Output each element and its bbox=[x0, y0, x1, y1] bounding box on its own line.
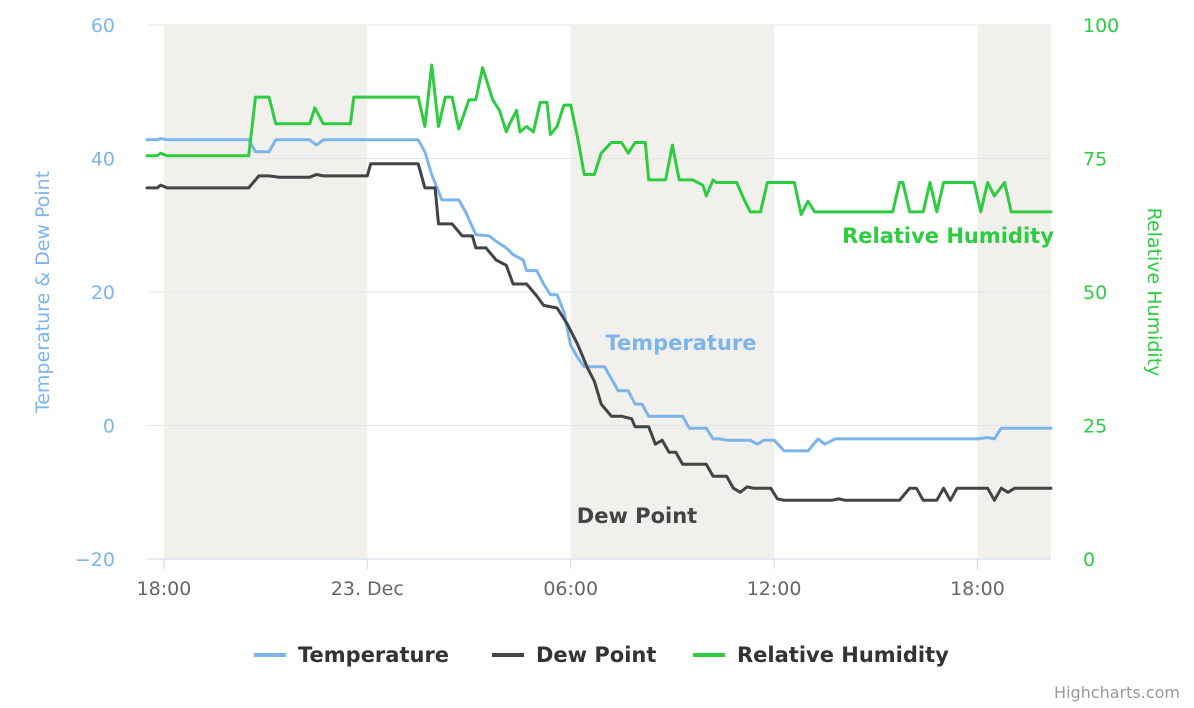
y-right-tick-label: 75 bbox=[1083, 149, 1107, 171]
legend-label: Dew Point bbox=[536, 643, 656, 667]
series-label-temperature: Temperature bbox=[605, 331, 756, 355]
series-label-dew-point: Dew Point bbox=[577, 504, 697, 528]
series-line-dew-point[interactable] bbox=[145, 162, 1053, 502]
y-left-tick-label: 0 bbox=[103, 416, 115, 438]
series-labels: Relative Humidity Temperature Dew Point bbox=[577, 224, 1054, 528]
y-right-tick-label: 100 bbox=[1083, 15, 1119, 37]
legend: Temperature Dew Point Relative Humidity bbox=[254, 643, 949, 667]
x-tick-label: 06:00 bbox=[543, 578, 598, 600]
x-tick-label: 18:00 bbox=[950, 578, 1005, 600]
credits-link[interactable]: Highcharts.com bbox=[1054, 683, 1180, 702]
y-left-axis-title: Temperature & Dew Point bbox=[32, 171, 54, 414]
legend-label: Temperature bbox=[298, 643, 449, 667]
y-axis-left: −20 0 20 40 60 Temperature & Dew Point bbox=[32, 15, 115, 571]
y-right-tick-label: 50 bbox=[1083, 282, 1107, 304]
x-tick-label: 23. Dec bbox=[331, 578, 404, 600]
x-tick-label: 12:00 bbox=[747, 578, 802, 600]
y-right-tick-label: 0 bbox=[1083, 549, 1095, 571]
y-left-tick-label: 60 bbox=[91, 15, 115, 37]
legend-item-temperature[interactable]: Temperature bbox=[254, 643, 449, 667]
legend-item-dew-point[interactable]: Dew Point bbox=[492, 643, 656, 667]
y-right-tick-label: 25 bbox=[1083, 416, 1107, 438]
series-label-relative-humidity: Relative Humidity bbox=[842, 224, 1054, 248]
y-left-tick-label: 20 bbox=[91, 282, 115, 304]
series-line-relative-humidity[interactable] bbox=[145, 63, 1053, 217]
series-lines bbox=[145, 63, 1053, 502]
series-line-temperature[interactable] bbox=[145, 137, 1053, 453]
y-axis-right: 0 25 50 75 100 Relative Humidity bbox=[1083, 15, 1165, 571]
y-left-tick-label: 40 bbox=[91, 149, 115, 171]
legend-item-relative-humidity[interactable]: Relative Humidity bbox=[693, 643, 949, 667]
y-left-tick-label: −20 bbox=[75, 549, 115, 571]
x-axis: 18:00 23. Dec 06:00 12:00 18:00 bbox=[137, 558, 1051, 600]
x-tick-label: 18:00 bbox=[137, 578, 192, 600]
legend-label: Relative Humidity bbox=[737, 643, 949, 667]
y-right-axis-title: Relative Humidity bbox=[1143, 208, 1165, 377]
